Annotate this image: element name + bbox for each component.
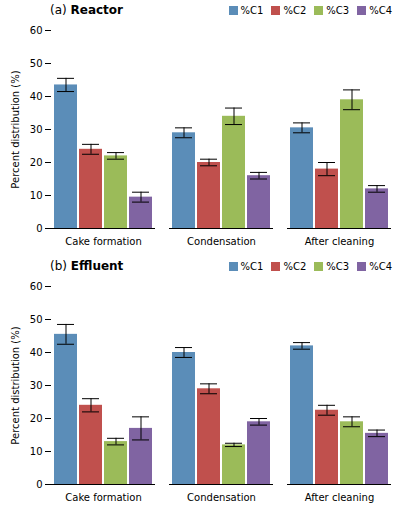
- html-text:%C4: %C4: [369, 260, 392, 272]
- html-text:%C4: %C4: [369, 4, 392, 16]
- html-text:%C2: %C2: [283, 4, 307, 16]
- svg-text:After cleaning: After cleaning: [305, 492, 375, 503]
- svg-text:Condensation: Condensation: [187, 492, 256, 503]
- svg-text:60: 60: [30, 281, 43, 292]
- svg-text:30: 30: [30, 124, 43, 135]
- html-text:%C3: %C3: [326, 260, 350, 272]
- svg-text:40: 40: [30, 91, 43, 102]
- svg-text:60: 60: [30, 25, 43, 36]
- svg-text:0: 0: [36, 223, 42, 234]
- svg-text:Cake formation: Cake formation: [65, 492, 141, 503]
- svg-text:50: 50: [30, 314, 43, 325]
- html-text:%C3: %C3: [326, 4, 350, 16]
- html-text:(b) Effluent: (b) Effluent: [50, 259, 124, 273]
- html-text:(a) Reactor: (a) Reactor: [50, 3, 123, 17]
- html-text:%C2: %C2: [283, 260, 307, 272]
- svg-text:Percent distribution (%): Percent distribution (%): [10, 70, 21, 188]
- svg-text:20: 20: [30, 413, 43, 424]
- html-text:%C1: %C1: [240, 260, 264, 272]
- svg-text:10: 10: [30, 190, 43, 201]
- svg-text:0: 0: [36, 479, 42, 490]
- svg-text:Condensation: Condensation: [187, 236, 256, 247]
- html-text:%C1: %C1: [240, 4, 264, 16]
- svg-text:10: 10: [30, 446, 43, 457]
- svg-text:20: 20: [30, 157, 43, 168]
- svg-text:30: 30: [30, 380, 43, 391]
- svg-text:Percent distribution (%): Percent distribution (%): [10, 326, 21, 444]
- svg-text:Cake formation: Cake formation: [65, 236, 141, 247]
- svg-text:40: 40: [30, 347, 43, 358]
- svg-text:50: 50: [30, 58, 43, 69]
- svg-text:After cleaning: After cleaning: [305, 236, 375, 247]
